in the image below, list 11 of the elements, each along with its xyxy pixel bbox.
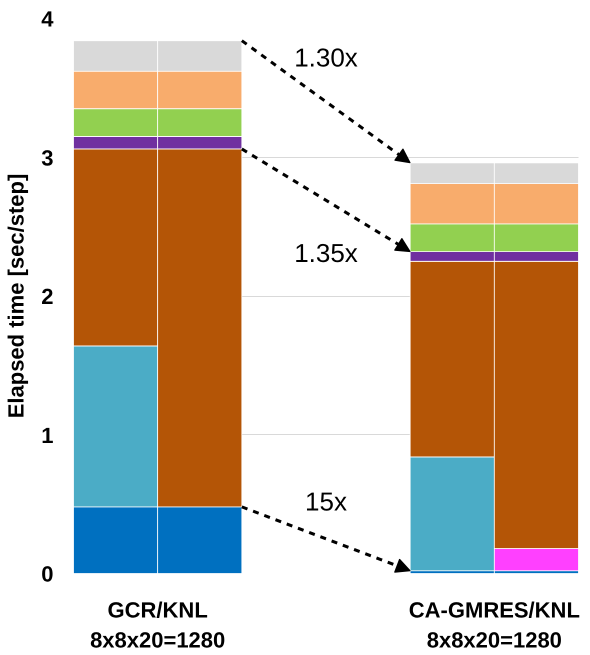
annotation: 15x bbox=[305, 486, 347, 516]
y-tick-label: 2 bbox=[41, 284, 54, 309]
y-tick-label: 0 bbox=[41, 562, 54, 586]
y-tick-label: 4 bbox=[41, 6, 54, 32]
y-axis-title: Elapsed time [sec/step] bbox=[3, 174, 28, 418]
y-tick-label: 3 bbox=[41, 145, 54, 170]
annotation: 1.30x bbox=[294, 42, 358, 72]
x-tick-label: CA-GMRES/KNL 8x8x20=1280 bbox=[408, 598, 580, 652]
annotation: 1.35x bbox=[294, 238, 358, 268]
x-tick-label: GCR/KNL 8x8x20=1280 bbox=[90, 598, 226, 652]
y-tick-label: 1 bbox=[41, 422, 54, 448]
